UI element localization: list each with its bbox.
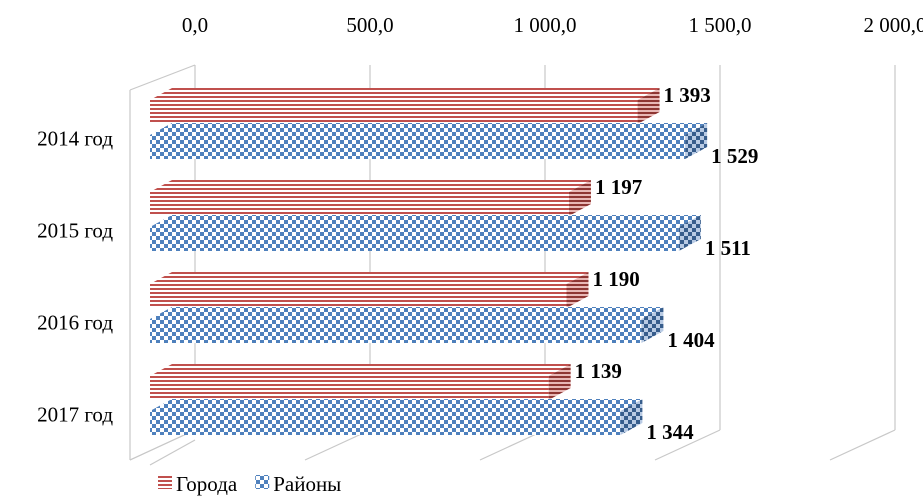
data-label: 1 139 [575,359,622,383]
category-label: 2016 год [37,311,113,335]
legend-swatch [255,475,270,489]
x-axis-ticks: 0,0 500,0 1 000,0 1 500,0 2 000,0 [182,13,923,37]
x-tick-label: 1 500,0 [689,13,752,37]
bar-side [566,272,589,308]
x-tick-label: 500,0 [346,13,393,37]
bar-top [150,180,591,192]
data-label: 1 404 [667,328,715,352]
bar-top [150,364,571,376]
axis-edge [149,439,196,466]
data-label: 1 511 [705,236,751,260]
bar-top [150,272,589,284]
gridline-floor [829,429,896,461]
bar-side [568,180,591,216]
x-tick-label: 0,0 [182,13,208,37]
bar [150,227,679,251]
x-tick-label: 1 000,0 [514,13,577,37]
bar-top [150,215,701,227]
legend-swatch [158,475,172,489]
bar-top [150,307,664,319]
data-label: 1 393 [664,83,711,107]
legend-label: Города [176,472,238,496]
bar-top [150,399,643,411]
bar [150,192,569,216]
category-label: 2014 год [37,127,113,151]
bars [150,88,708,435]
data-label: 1 197 [595,175,642,199]
legend: Города Районы [158,472,341,496]
bar-side [637,88,660,124]
data-labels: 1 393 1 529 1 197 1 511 1 190 1 404 1 139 1 344 [575,83,759,444]
data-label: 1 529 [711,144,758,168]
bar-top [150,88,660,100]
bar [150,376,549,400]
bar [150,100,638,124]
axis-edge [129,64,196,91]
bar-side [620,399,643,435]
x-tick-label: 2 000,0 [864,13,923,37]
data-label: 1 344 [646,420,694,444]
category-label: 2015 год [37,219,113,243]
bar [150,135,686,159]
category-labels: 2014 год 2015 год 2016 год 2017 год [37,127,113,427]
bar-side [548,364,571,400]
legend-label: Районы [273,472,341,496]
category-label: 2017 год [37,403,113,427]
bar [150,411,621,435]
bar [150,284,567,308]
bar-side [641,307,664,343]
bar-side [678,215,701,251]
data-label: 1 190 [593,267,640,291]
bar-top [150,123,708,135]
gridline-floor [654,429,721,461]
bar-side [685,123,708,159]
bar [150,319,642,343]
